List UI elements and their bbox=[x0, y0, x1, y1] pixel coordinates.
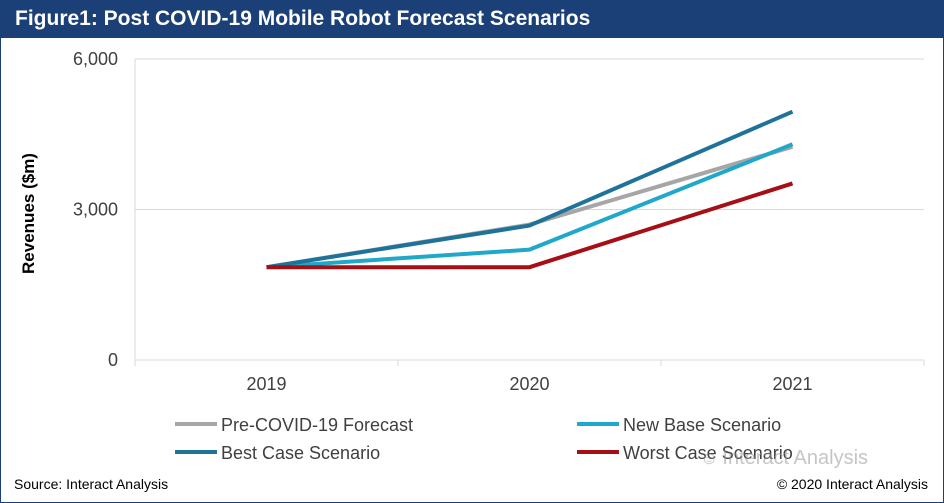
legend-label: Pre-COVID-19 Forecast bbox=[221, 415, 413, 435]
series-line bbox=[266, 181, 794, 270]
y-tick-label: 6,000 bbox=[73, 49, 118, 69]
chart-title: Figure1: Post COVID-19 Mobile Robot Fore… bbox=[15, 7, 591, 30]
x-tick-label: 2021 bbox=[772, 374, 812, 394]
series-line bbox=[266, 109, 794, 270]
y-axis-title: Revenues ($m) bbox=[19, 153, 38, 274]
legend-label: Best Case Scenario bbox=[221, 443, 380, 463]
title-bar: Figure1: Post COVID-19 Mobile Robot Fore… bbox=[1, 1, 943, 38]
series-line bbox=[266, 142, 794, 270]
watermark: ☺ Interact Analysis bbox=[700, 447, 868, 470]
x-tick-label: 2020 bbox=[509, 374, 549, 394]
x-tick-label: 2019 bbox=[246, 374, 286, 394]
legend-label: New Base Scenario bbox=[623, 415, 781, 435]
copyright-note: © 2020 Interact Analysis bbox=[776, 476, 928, 492]
wechat-icon: ☺ bbox=[700, 448, 719, 468]
legend-label: Worst Case Scenario bbox=[623, 443, 793, 463]
source-note: Source: Interact Analysis bbox=[14, 476, 169, 492]
y-tick-label: 0 bbox=[108, 350, 118, 370]
y-tick-label: 3,000 bbox=[73, 200, 118, 220]
watermark-text: Interact Analysis bbox=[722, 447, 869, 469]
